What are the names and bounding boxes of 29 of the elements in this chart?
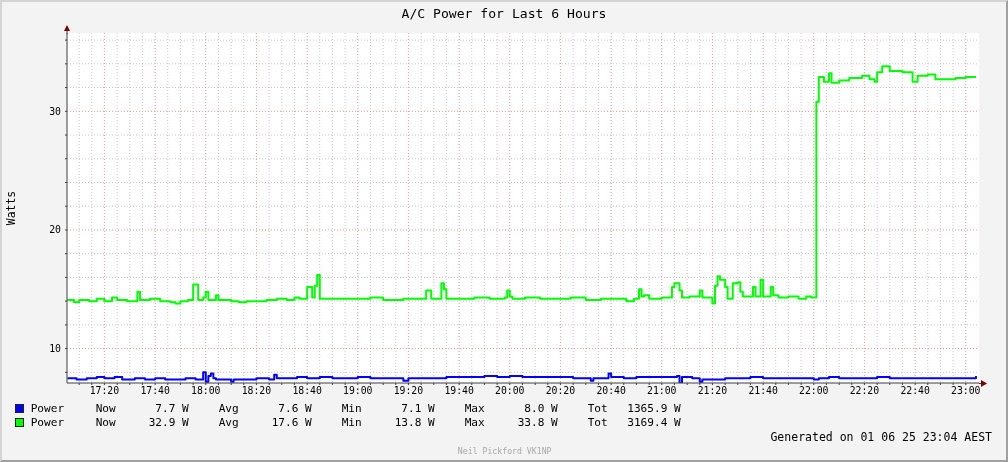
x-tick-label: 19:00: [343, 384, 373, 396]
y-tick-label: 20: [49, 224, 62, 236]
x-tick-label: 21:20: [697, 384, 728, 396]
x-tick-label: 18:40: [292, 384, 322, 396]
y-tick-label: 30: [49, 105, 62, 117]
x-tick-label: 21:40: [748, 384, 778, 396]
x-tick-label: 20:20: [545, 384, 576, 396]
x-tick-label: 20:40: [596, 384, 626, 396]
text: Generated on 01 06 25 23:04 AEST: [770, 429, 992, 444]
y-tick-label: 10: [49, 343, 62, 355]
y-axis-title: Watts: [4, 190, 18, 226]
x-tick-label: 18:20: [241, 384, 272, 396]
x-tick-label: 19:20: [393, 384, 424, 396]
x-tick-label: 17:20: [89, 384, 120, 396]
x-tick-label: 22:40: [900, 384, 930, 396]
x-tick-label: 17:40: [140, 384, 170, 396]
x-tick-label: 22:00: [799, 384, 829, 396]
x-tick-label: 19:40: [444, 384, 474, 396]
x-tick-label: 23:00: [951, 384, 981, 396]
x-tick-label: 22:20: [849, 384, 880, 396]
x-tick-label: 20:00: [495, 384, 525, 396]
chart-title: A/C Power for Last 6 Hours: [401, 5, 607, 21]
text: Neil Pickford VK1NP: [457, 445, 552, 456]
text: Now 7.7 W Avg 7.6 W Min 7.1 W Max 8.0 W Tot 1365.9 W: [95, 402, 681, 415]
legend-label: Power: [30, 416, 65, 429]
x-tick-label: 18:00: [191, 384, 221, 396]
legend-label: Power: [30, 402, 65, 415]
x-tick-label: 21:00: [647, 384, 677, 396]
text: Now 32.9 W Avg 17.6 W Min 13.8 W Max 33.8 W Tot 3169.4 W: [95, 416, 681, 429]
